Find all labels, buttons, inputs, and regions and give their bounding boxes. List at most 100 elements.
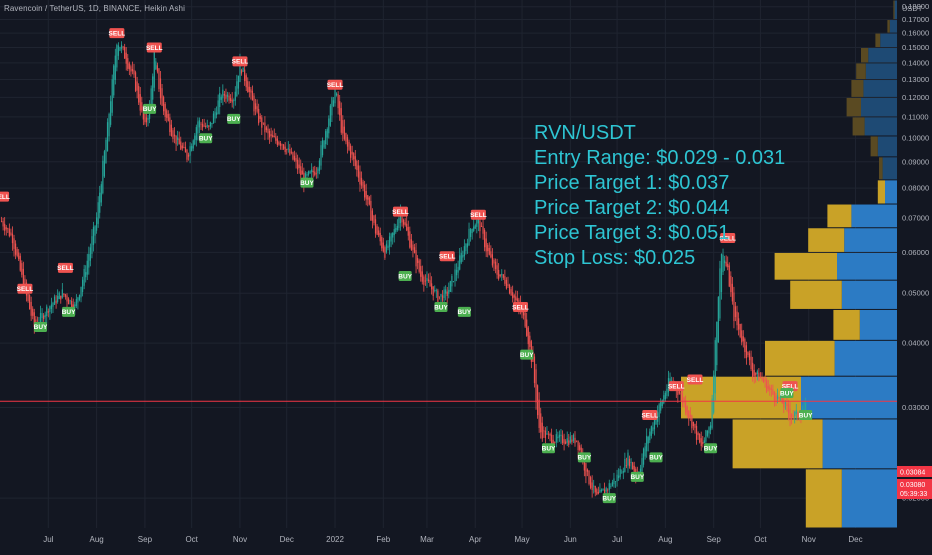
candle-body: [172, 130, 174, 139]
candle-body: [404, 222, 406, 226]
signal-label: SELL: [439, 253, 456, 260]
candle-body: [130, 66, 132, 72]
candle-body: [233, 100, 235, 102]
price-axis[interactable]: [897, 0, 932, 550]
candle-body: [784, 402, 786, 404]
candle-body: [527, 327, 529, 345]
volume-bar-blue: [851, 204, 897, 228]
candle-body: [345, 132, 347, 142]
trade-setup-annotation: RVN/USDT Entry Range: $0.029 - 0.031 Pri…: [534, 121, 785, 271]
candle-body: [141, 102, 143, 111]
candle-body: [138, 86, 140, 103]
candle-body: [237, 75, 240, 89]
sell-signal-badge: [109, 28, 125, 39]
time-tick-label: May: [514, 535, 529, 544]
candle-body: [702, 442, 704, 445]
volume-bar-gold: [827, 204, 852, 228]
candle-body: [44, 314, 46, 318]
last-price-label: 0.03084: [900, 470, 925, 477]
signal-label: BUY: [300, 180, 314, 187]
candle-body: [208, 125, 210, 127]
volume-bar-gold: [861, 48, 869, 63]
signal-label: SELL: [17, 286, 34, 293]
candle-body: [579, 445, 581, 450]
sell-signal-badge: [720, 232, 736, 243]
candle-body: [412, 244, 414, 250]
candle-body: [71, 300, 73, 309]
candle-body: [507, 284, 509, 286]
volume-bar-gold: [870, 136, 878, 157]
candle-body: [286, 149, 288, 151]
candle-body: [46, 306, 48, 316]
candle-body: [39, 312, 42, 324]
candle-body: [487, 244, 489, 252]
buy-signal: BUY: [780, 388, 794, 399]
candle-body: [795, 410, 797, 414]
candle-body: [655, 419, 657, 425]
candle-body: [228, 95, 230, 101]
candle-body: [251, 90, 254, 101]
candle-body: [0, 221, 3, 222]
volume-bar-gold: [765, 340, 835, 376]
signal-label: SELL: [392, 209, 409, 216]
candle-body: [504, 276, 506, 284]
candle-body: [616, 474, 618, 482]
candle-body: [368, 197, 370, 205]
candle-body: [275, 136, 277, 141]
candle-body: [427, 279, 430, 282]
candle-body: [147, 117, 149, 120]
candle-body: [700, 438, 702, 447]
candle-body: [599, 489, 601, 493]
candle-body: [551, 434, 553, 445]
candle-body: [191, 146, 193, 151]
candle-body: [133, 70, 135, 75]
candle-body: [747, 351, 749, 355]
candle-body: [5, 227, 7, 230]
candle-body: [346, 137, 349, 147]
buy-signal-badge: [398, 270, 412, 281]
candle-body: [420, 266, 422, 277]
candle-body: [139, 94, 141, 111]
candle-body: [431, 283, 433, 290]
candle-body: [334, 87, 336, 104]
volume-bar-blue: [889, 20, 897, 33]
time-tick-label: Feb: [376, 535, 390, 544]
candle-body: [236, 81, 238, 97]
time-axis-ticks: Jul Aug Sep Oct Nov Dec 2022 Feb Mar Apr May Jun Jul…: [43, 535, 862, 544]
candle-body: [552, 439, 554, 445]
candle-body: [284, 146, 286, 153]
sell-signal-badge: [0, 191, 10, 202]
candle-body: [134, 72, 137, 92]
candle-body: [325, 131, 327, 145]
price-tick-label: 0.16000: [902, 29, 929, 38]
price-tick-label: 0.10000: [902, 134, 929, 143]
candle-body: [413, 247, 416, 253]
candle-body: [278, 141, 280, 145]
candle-body: [558, 434, 561, 438]
candle-body: [258, 108, 260, 124]
candle-body: [614, 481, 617, 483]
symbol-header[interactable]: Ravencoin / TetherUS, 1D, BINANCE, Heiki…: [4, 4, 185, 13]
time-tick-label: Apr: [469, 535, 482, 544]
candle-body: [326, 129, 328, 138]
candle-body: [424, 280, 427, 282]
candle-body: [74, 304, 76, 308]
candle-body: [463, 246, 465, 257]
time-tick-label: Oct: [754, 535, 767, 544]
signal-label: SELL: [146, 45, 163, 52]
candle-body: [362, 181, 364, 188]
signal-label: BUY: [227, 116, 241, 123]
candle-body: [343, 126, 345, 140]
candle-body: [805, 402, 807, 412]
buy-signal: BUY: [143, 103, 157, 114]
time-axis[interactable]: [0, 529, 932, 550]
signal-label: SELL: [668, 383, 685, 390]
candle-body: [469, 229, 472, 237]
candle-body: [80, 286, 82, 298]
signal-label: SELL: [687, 377, 704, 384]
signal-label: BUY: [577, 455, 591, 462]
candle-body: [446, 291, 448, 296]
candle-body: [144, 112, 146, 123]
